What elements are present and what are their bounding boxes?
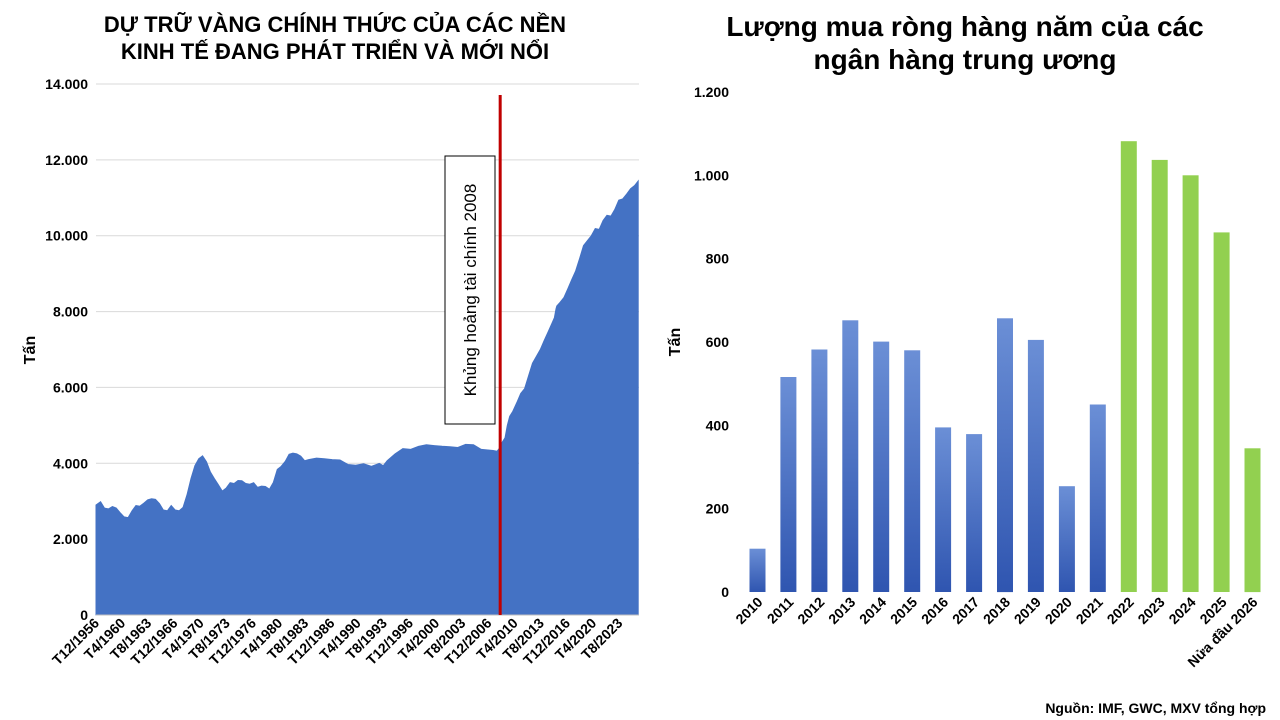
bar — [1151, 159, 1168, 592]
bar — [1182, 175, 1199, 593]
bar — [873, 341, 890, 592]
annotation-box — [444, 155, 496, 425]
y-tick-label: 12.000 — [45, 152, 88, 168]
y-tick-label: 0 — [721, 584, 729, 600]
y-tick-label: 400 — [706, 417, 730, 433]
x-tick-label: 2022 — [1104, 594, 1137, 627]
x-tick-label: 2019 — [1011, 594, 1044, 627]
x-tick-label: 2015 — [887, 594, 920, 627]
bar — [904, 350, 921, 592]
area-series — [95, 179, 639, 616]
y-tick-label: 8.000 — [53, 304, 88, 320]
x-tick-label: 2011 — [764, 594, 797, 627]
y-tick-label: 4.000 — [53, 455, 88, 471]
x-tick-label: 2013 — [825, 594, 858, 627]
chart-title-line: DỰ TRỮ VÀNG CHÍNH THỨC CỦA CÁC NỀN — [104, 12, 566, 37]
y-axis-label: Tấn — [667, 328, 684, 356]
x-tick-label: 2016 — [918, 594, 951, 627]
source-note: Nguồn: IMF, GWC, MXV tổng hợp — [1045, 700, 1266, 716]
x-tick-label: 2017 — [949, 594, 982, 627]
bar — [966, 434, 983, 592]
x-tick-label: 2023 — [1134, 594, 1167, 627]
y-tick-label: 1.000 — [694, 167, 729, 183]
bar — [1213, 232, 1230, 592]
bar — [935, 427, 952, 592]
bar — [842, 320, 859, 592]
bar — [1120, 141, 1137, 592]
x-tick-label: 2024 — [1165, 594, 1198, 627]
y-tick-label: 10.000 — [45, 228, 88, 244]
x-tick-label: 2014 — [856, 594, 889, 627]
x-tick-label: 2018 — [980, 594, 1013, 627]
y-tick-label: 800 — [706, 251, 730, 267]
y-tick-label: 2.000 — [53, 531, 88, 547]
y-tick-label: 1.200 — [694, 84, 729, 100]
chart-title-line: KINH TẾ ĐANG PHÁT TRIỂN VÀ MỚI NỔI — [121, 39, 549, 64]
y-tick-label: 200 — [706, 501, 730, 517]
y-tick-label: 600 — [706, 334, 730, 350]
y-tick-label: 6.000 — [53, 379, 88, 395]
bar — [997, 318, 1013, 593]
y-tick-label: 14.000 — [45, 76, 88, 92]
bar — [1058, 486, 1075, 592]
chart-title-line: Lượng mua ròng hàng năm của các — [726, 11, 1203, 42]
bar — [1244, 448, 1261, 593]
bar — [749, 548, 766, 592]
x-tick-label: 2020 — [1042, 594, 1075, 627]
x-tick-label: 2010 — [732, 594, 765, 627]
bar — [811, 349, 828, 592]
y-tick-label: 0 — [80, 607, 88, 623]
y-axis-label: Tấn — [22, 336, 39, 364]
chart-title-line: ngân hàng trung ương — [813, 44, 1116, 75]
bar — [780, 377, 797, 592]
bar — [1027, 339, 1044, 592]
x-tick-label: 2012 — [794, 594, 827, 627]
annotation-text: Khủng hoảng tài chính 2008 — [461, 184, 480, 397]
x-tick-label: 2021 — [1073, 594, 1106, 627]
bar — [1089, 404, 1106, 592]
